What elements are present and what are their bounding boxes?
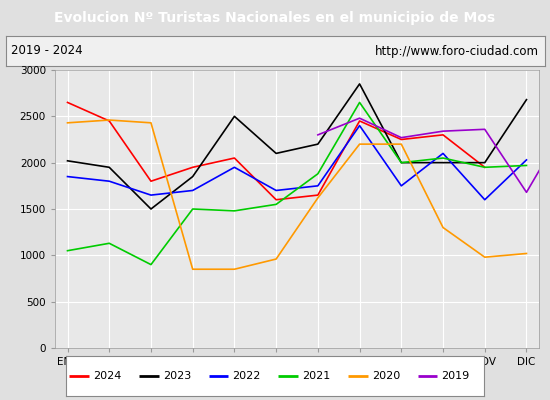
Text: 2021: 2021 xyxy=(302,371,331,381)
Text: 2019 - 2024: 2019 - 2024 xyxy=(11,44,82,58)
Text: 2023: 2023 xyxy=(163,371,191,381)
Text: Evolucion Nº Turistas Nacionales en el municipio de Mos: Evolucion Nº Turistas Nacionales en el m… xyxy=(54,11,496,25)
Text: 2020: 2020 xyxy=(372,371,400,381)
Text: 2019: 2019 xyxy=(442,371,470,381)
Text: 2022: 2022 xyxy=(233,371,261,381)
Text: http://www.foro-ciudad.com: http://www.foro-ciudad.com xyxy=(375,44,539,58)
Text: 2024: 2024 xyxy=(93,371,122,381)
